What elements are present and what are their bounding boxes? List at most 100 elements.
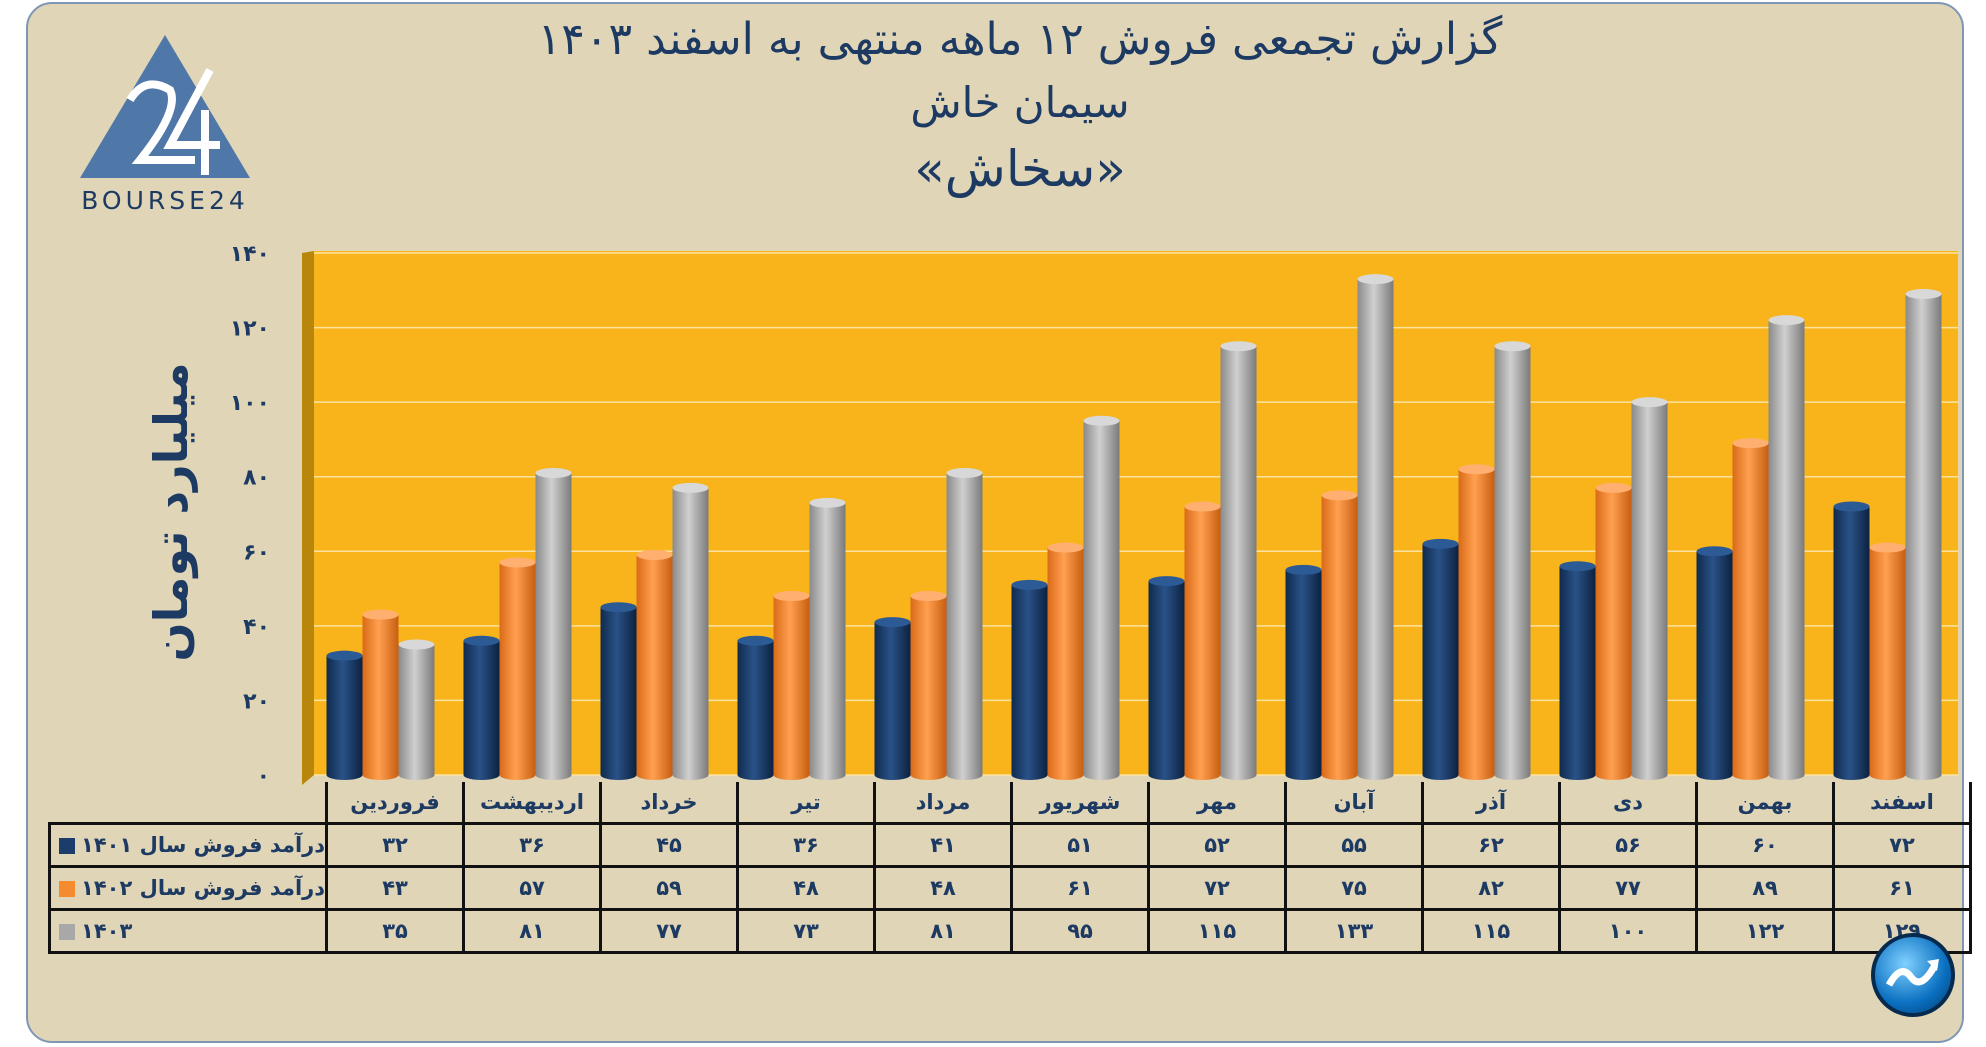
y-tick-label: ۸۰ (243, 466, 270, 491)
bar-2-11 (1905, 289, 1942, 780)
bar-body (1148, 581, 1185, 775)
bar-0-11 (1833, 501, 1870, 780)
bar-body (1011, 584, 1048, 775)
bar-top (737, 635, 774, 646)
bar-body (1083, 420, 1120, 775)
data-label: ۳۶ (462, 822, 603, 868)
data-label: ۴۸ (873, 865, 1014, 911)
bar-base (773, 770, 810, 780)
bar-top (1184, 501, 1221, 512)
data-label: ۵۷ (462, 865, 603, 911)
bar-2-10 (1768, 315, 1805, 780)
data-label: ۱۳۳ (1284, 908, 1425, 954)
bar-0-7 (1285, 564, 1322, 780)
category-label: آذر (1421, 782, 1562, 825)
data-label: ۴۸ (736, 865, 877, 911)
legend-1401: درآمد فروش سال ۱۴۰۱ (47, 822, 329, 868)
bar-base (874, 770, 911, 780)
bar-top (1631, 397, 1668, 408)
bar-base (946, 770, 983, 780)
legend-swatch (59, 924, 75, 940)
bar-top (874, 617, 911, 628)
category-label: بهمن (1695, 782, 1836, 825)
bar-body (1321, 495, 1358, 775)
bar-base (1285, 770, 1322, 780)
plot-side-wall (302, 251, 314, 785)
bar-1-3 (773, 591, 810, 780)
bar-2-6 (1220, 341, 1257, 780)
bar-body (535, 472, 572, 775)
legend-swatch (59, 881, 75, 897)
bar-0-6 (1148, 576, 1185, 780)
bar-base (1458, 770, 1495, 780)
bar-top (1011, 579, 1048, 590)
bar-base (1595, 770, 1632, 780)
category-label: تیر (736, 782, 877, 825)
bar-body (1458, 469, 1495, 775)
bar-2-5 (1083, 415, 1120, 780)
data-table: فروردین اردیبهشت خرداد تیر مرداد شهریور مهر آبا… (47, 782, 1973, 954)
y-tick-label: ۲۰ (243, 689, 270, 714)
bar-base (809, 770, 846, 780)
bar-body (1595, 487, 1632, 775)
data-label: ۴۵ (599, 822, 740, 868)
bar-0-4 (874, 617, 911, 780)
bar-top (1732, 438, 1769, 449)
bar-top (1559, 561, 1596, 572)
bar-body (1184, 506, 1221, 775)
y-tick-label: ۱۰۰ (230, 391, 270, 416)
bar-body (773, 596, 810, 775)
data-label: ۸۱ (462, 908, 603, 954)
category-label: خرداد (599, 782, 740, 825)
legend-1403: ۱۴۰۳ (47, 908, 329, 954)
bar-2-8 (1494, 341, 1531, 780)
data-label: ۵۲ (1147, 822, 1288, 868)
bar-0-8 (1422, 538, 1459, 780)
bourse24-logo (80, 35, 250, 178)
data-label: ۶۱ (1832, 865, 1973, 911)
bar-body (809, 502, 846, 775)
bar-top (326, 650, 363, 661)
bar-base (1220, 770, 1257, 780)
bar-1-4 (910, 591, 947, 780)
bar-2-4 (946, 467, 983, 780)
bar-body (463, 640, 500, 775)
bar-2-0 (398, 639, 435, 780)
category-label: مهر (1147, 782, 1288, 825)
bar-top (1220, 341, 1257, 352)
bar-0-10 (1696, 546, 1733, 780)
data-label: ۴۱ (873, 822, 1014, 868)
bar-body (1905, 294, 1942, 775)
data-label: ۱۱۵ (1421, 908, 1562, 954)
data-label: ۶۱ (1010, 865, 1151, 911)
bar-0-0 (326, 650, 363, 780)
category-label: شهریور (1010, 782, 1151, 825)
bar-1-2 (636, 550, 673, 780)
data-label: ۸۱ (873, 908, 1014, 954)
bar-top (362, 609, 399, 620)
category-label: اسفند (1832, 782, 1973, 825)
data-label: ۶۰ (1695, 822, 1836, 868)
bar-body (910, 596, 947, 775)
bar-1-10 (1732, 438, 1769, 780)
bar-base (1083, 770, 1120, 780)
bar-1-6 (1184, 501, 1221, 780)
bar-top (1494, 341, 1531, 352)
bar-base (1047, 770, 1084, 780)
data-label: ۷۲ (1147, 865, 1288, 911)
bar-top (1905, 289, 1942, 300)
bar-base (1357, 770, 1394, 780)
data-label: ۷۳ (736, 908, 877, 954)
data-label: ۵۹ (599, 865, 740, 911)
y-tick-label: ۴۰ (243, 615, 270, 640)
data-label: ۱۲۲ (1695, 908, 1836, 954)
bar-2-3 (809, 497, 846, 780)
bar-base (672, 770, 709, 780)
bar-top (1083, 415, 1120, 426)
bar-body (1631, 402, 1668, 775)
category-label: مرداد (873, 782, 1014, 825)
bar-body (737, 640, 774, 775)
bar-base (326, 770, 363, 780)
bar-body (499, 562, 536, 775)
